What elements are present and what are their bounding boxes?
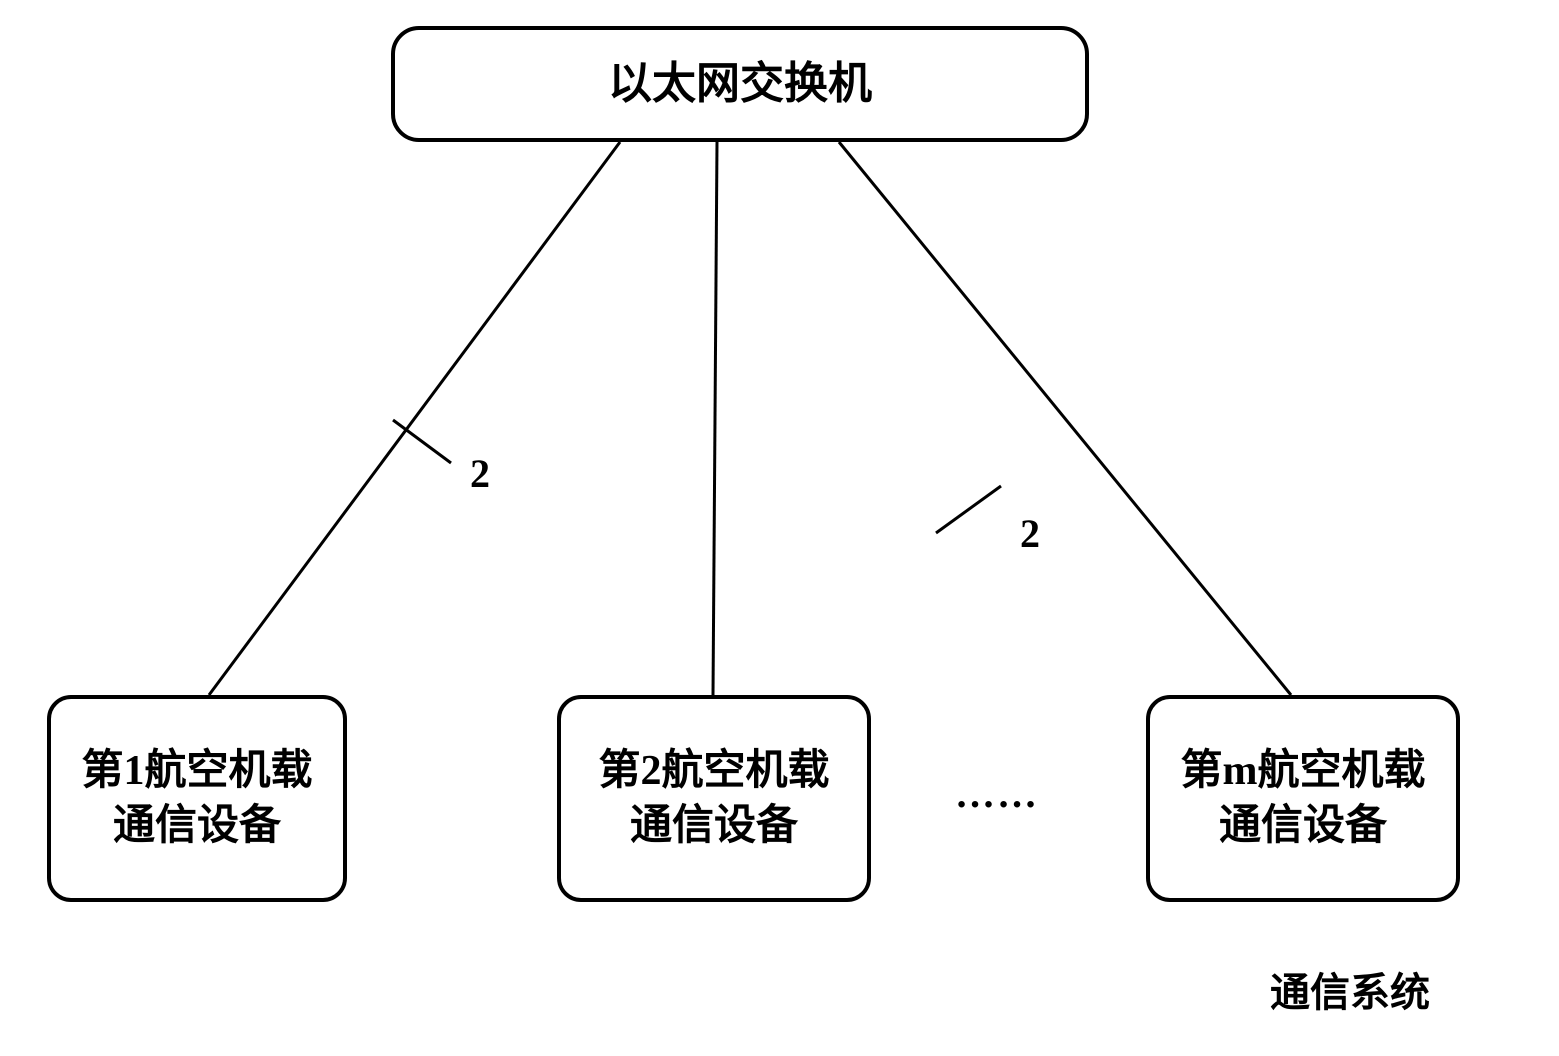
device-label-line2: 通信设备: [81, 799, 312, 854]
edge-3: [839, 142, 1291, 695]
device-label: 第2航空机载通信设备: [598, 744, 829, 853]
device-label: 第1航空机载通信设备: [81, 744, 312, 853]
edge-label-2: 2: [1020, 510, 1040, 557]
device-label-line1: 第m航空机载: [1181, 744, 1426, 799]
device-label: 第m航空机载通信设备: [1181, 744, 1426, 853]
device-node-3: 第m航空机载通信设备: [1146, 695, 1460, 902]
device-label-line2: 通信设备: [598, 799, 829, 854]
diagram-root: 以太网交换机 第1航空机载通信设备第2航空机载通信设备第m航空机载通信设备 22…: [0, 0, 1559, 1056]
ellipsis-text: ……: [955, 771, 1039, 816]
edge-label-1: 2: [470, 450, 490, 497]
device-node-1: 第1航空机载通信设备: [47, 695, 347, 902]
edge-2: [713, 142, 717, 695]
switch-node: 以太网交换机: [391, 26, 1089, 142]
diagram-caption: 通信系统: [1270, 960, 1430, 1018]
edge-tick-2: [936, 486, 1001, 533]
edge-tick-1: [393, 420, 451, 463]
device-node-2: 第2航空机载通信设备: [557, 695, 871, 902]
switch-label: 以太网交换机: [608, 55, 872, 112]
edge-1: [209, 142, 620, 695]
device-label-line1: 第2航空机载: [598, 744, 829, 799]
ellipsis: ……: [955, 770, 1039, 817]
caption-text: 通信系统: [1270, 970, 1430, 1015]
device-label-line1: 第1航空机载: [81, 744, 312, 799]
device-label-line2: 通信设备: [1181, 799, 1426, 854]
